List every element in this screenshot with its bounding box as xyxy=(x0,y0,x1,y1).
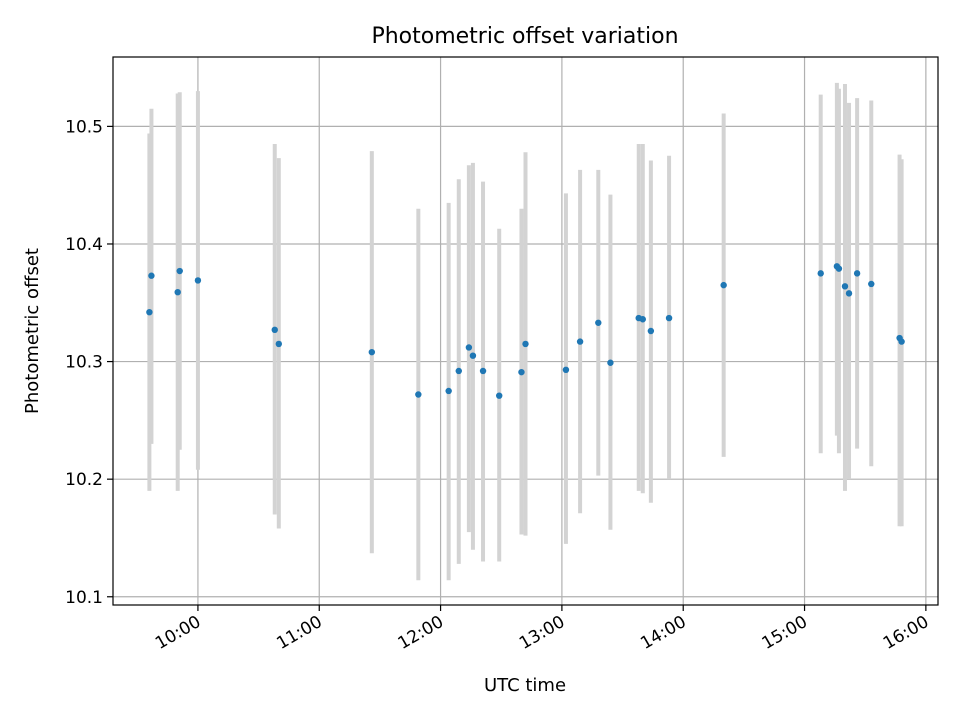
x-axis-label: UTC time xyxy=(484,675,566,696)
data-point xyxy=(562,366,570,374)
data-point xyxy=(868,280,875,288)
data-point xyxy=(194,277,202,284)
data-point xyxy=(496,392,503,399)
plot-frame xyxy=(112,56,939,606)
data-point xyxy=(853,270,861,277)
data-point xyxy=(479,367,487,375)
data-point xyxy=(146,308,153,316)
data-point xyxy=(176,267,183,275)
data-point xyxy=(415,391,422,398)
data-point xyxy=(445,387,452,395)
data-point xyxy=(465,344,473,351)
y-axis-ticks: 10.1 10.2 10.3 10.4 10.5 xyxy=(65,117,113,608)
data-point xyxy=(275,340,283,348)
data-point xyxy=(576,338,584,345)
data-point xyxy=(835,265,843,272)
data-point xyxy=(595,319,602,326)
data-point xyxy=(469,352,477,359)
data-point xyxy=(845,290,853,297)
data-point xyxy=(639,316,646,323)
data-point xyxy=(841,283,849,290)
data-point xyxy=(817,270,824,277)
data-point xyxy=(518,368,525,376)
y-tick-label: 10.5 xyxy=(65,117,103,137)
data-point xyxy=(647,327,655,335)
data-point xyxy=(665,314,673,322)
chart-title: Photometric offset variation xyxy=(371,24,678,49)
data-point xyxy=(898,338,905,345)
y-tick-label: 10.2 xyxy=(65,470,103,490)
data-point xyxy=(271,326,278,334)
y-axis-label: Photometric offset xyxy=(22,248,43,414)
data-point xyxy=(522,340,529,348)
y-tick-label: 10.3 xyxy=(65,353,103,373)
data-point xyxy=(455,367,462,375)
data-point xyxy=(720,281,727,289)
y-tick-label: 10.1 xyxy=(65,588,103,608)
y-tick-label: 10.4 xyxy=(65,235,103,255)
data-point xyxy=(174,288,181,296)
data-point xyxy=(368,348,376,356)
data-point xyxy=(607,359,614,366)
data-point xyxy=(148,272,155,279)
data-points xyxy=(146,263,905,399)
